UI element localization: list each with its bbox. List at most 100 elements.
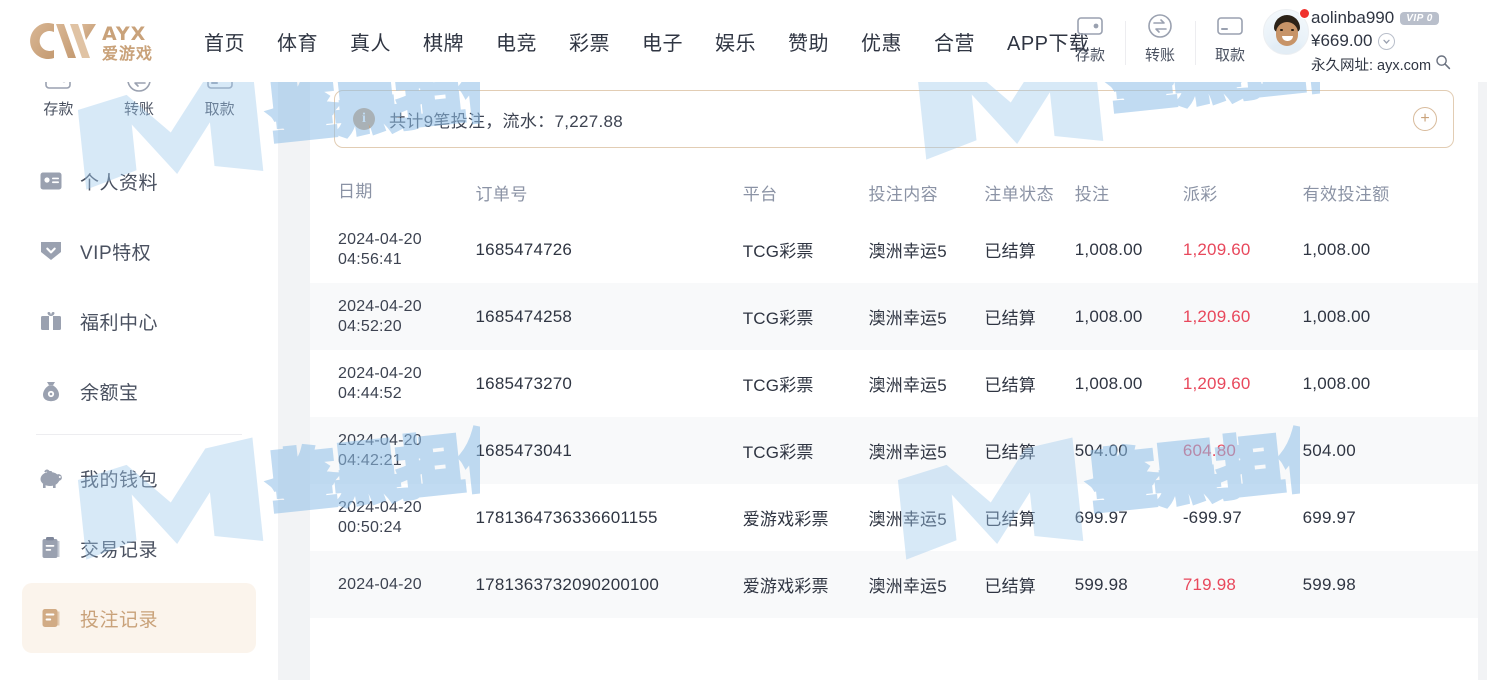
balance-value: ¥669.00 bbox=[1311, 31, 1373, 50]
header-deposit-label: 存款 bbox=[1074, 47, 1105, 64]
sidebar-item-transactions[interactable]: 交易记录 bbox=[22, 513, 256, 583]
sidebar-withdraw-label: 取款 bbox=[204, 101, 235, 118]
sidebar-item-yuebao[interactable]: 余额宝 bbox=[22, 356, 256, 426]
header-withdraw-label: 取款 bbox=[1214, 47, 1245, 64]
nav-item-8[interactable]: 赞助 bbox=[788, 32, 829, 55]
sidebar-item-wallet[interactable]: 我的钱包 bbox=[22, 443, 256, 513]
cell-order: 1685473270 bbox=[475, 373, 573, 393]
cell-valid: 504.00 bbox=[1302, 440, 1356, 460]
sidebar-item-benefits[interactable]: 福利中心 bbox=[22, 286, 256, 356]
sidebar-item-vip[interactable]: VIP特权 bbox=[22, 216, 256, 286]
sidebar-item-wallet-label: 我的钱包 bbox=[80, 469, 159, 491]
cell-date-day: 2024-04-20 bbox=[338, 498, 422, 516]
cell-bet: 504.00 bbox=[1074, 440, 1128, 460]
cell-status: 已结算 bbox=[984, 443, 1036, 462]
nav-item-11[interactable]: APP下载 bbox=[1007, 32, 1090, 55]
sidebar-item-profile[interactable]: 个人资料 bbox=[22, 146, 256, 216]
summary-notice: i 共计9笔投注，流水：7,227.88 + bbox=[334, 90, 1454, 148]
vip-shield-icon bbox=[36, 241, 66, 261]
column-header-platform: 平台 bbox=[742, 184, 778, 204]
sidebar-item-bet-records[interactable]: 投注记录 bbox=[22, 583, 256, 653]
header-deposit-button[interactable]: 存款 bbox=[1055, 13, 1125, 65]
column-header-valid: 有效投注额 bbox=[1302, 184, 1390, 204]
content-card: i 共计9笔投注，流水：7,227.88 + 日期 订单号 平台 投注内容 注单… bbox=[310, 66, 1478, 680]
header-transfer-button[interactable]: 转账 bbox=[1125, 13, 1195, 65]
table-row[interactable]: 2024-04-20 04:42:21 1685473041 TCG彩票 澳洲幸… bbox=[310, 417, 1478, 484]
username: aolinba990 bbox=[1311, 8, 1395, 27]
column-header-bet: 投注 bbox=[1074, 184, 1110, 204]
sidebar-item-benefits-label: 福利中心 bbox=[80, 312, 159, 334]
column-header-date: 日期 bbox=[338, 182, 373, 202]
nav-item-5[interactable]: 彩票 bbox=[569, 32, 610, 55]
nav-item-3[interactable]: 棋牌 bbox=[423, 32, 464, 55]
cell-content: 澳洲幸运5 bbox=[868, 510, 947, 529]
header-withdraw-button[interactable]: 取款 bbox=[1195, 13, 1265, 65]
table-row[interactable]: 2024-04-20 1781363732090200100 爱游戏彩票 澳洲幸… bbox=[310, 551, 1478, 618]
table-row[interactable]: 2024-04-20 04:56:41 1685474726 TCG彩票 澳洲幸… bbox=[310, 216, 1478, 283]
card-icon bbox=[1215, 13, 1245, 39]
nav-item-10[interactable]: 合营 bbox=[934, 32, 975, 55]
main-nav: 首页 体育 真人 棋牌 电竞 彩票 电子 娱乐 赞助 优惠 合营 APP下载 bbox=[204, 27, 1106, 56]
table-row[interactable]: 2024-04-20 00:50:24 1781364736336601155 … bbox=[310, 484, 1478, 551]
sidebar-item-yuebao-label: 余额宝 bbox=[80, 382, 139, 404]
sidebar-item-bet-records-label: 投注记录 bbox=[80, 609, 159, 631]
cell-status: 已结算 bbox=[984, 309, 1036, 328]
cell-status: 已结算 bbox=[984, 242, 1036, 261]
nav-item-4[interactable]: 电竞 bbox=[496, 32, 537, 55]
cell-valid: 1,008.00 bbox=[1302, 239, 1371, 259]
sidebar-transfer-label: 转账 bbox=[124, 101, 155, 118]
cell-date: 2024-04-20 04:42:21 bbox=[338, 431, 476, 471]
cell-platform: TCG彩票 bbox=[742, 242, 814, 261]
cell-date-day: 2024-04-20 bbox=[338, 230, 422, 248]
avatar-image bbox=[1263, 9, 1309, 55]
nav-item-7[interactable]: 娱乐 bbox=[715, 32, 756, 55]
cell-date: 2024-04-20 04:44:52 bbox=[338, 364, 476, 404]
bet-record-icon bbox=[36, 607, 66, 629]
avatar[interactable] bbox=[1263, 8, 1310, 55]
page-body: 存款 转账 取款 bbox=[0, 42, 1487, 680]
cell-order: 1685474258 bbox=[475, 306, 573, 326]
cell-date-day: 2024-04-20 bbox=[338, 575, 422, 593]
svg-text:AYX: AYX bbox=[102, 23, 146, 45]
nav-item-0[interactable]: 首页 bbox=[204, 32, 245, 55]
nav-item-2[interactable]: 真人 bbox=[350, 32, 391, 55]
cell-platform: TCG彩票 bbox=[742, 309, 814, 328]
nav-item-9[interactable]: 优惠 bbox=[861, 32, 902, 55]
cell-content: 澳洲幸运5 bbox=[868, 309, 947, 328]
transfer-icon bbox=[1145, 13, 1175, 39]
cell-content: 澳洲幸运5 bbox=[868, 443, 947, 462]
chevron-down-icon[interactable] bbox=[1378, 32, 1396, 50]
cell-valid: 599.98 bbox=[1302, 574, 1356, 594]
cell-order: 1781363732090200100 bbox=[475, 574, 659, 594]
site-logo[interactable]: AYX 爱游戏 bbox=[16, 15, 166, 67]
cell-platform: TCG彩票 bbox=[742, 443, 814, 462]
cell-date-time: 00:50:24 bbox=[338, 518, 402, 536]
summary-notice-text: 共计9笔投注，流水：7,227.88 bbox=[389, 111, 624, 131]
cell-order: 1781364736336601155 bbox=[475, 507, 658, 527]
search-icon[interactable] bbox=[1435, 54, 1451, 75]
sidebar-divider bbox=[36, 434, 242, 435]
cell-content: 澳洲幸运5 bbox=[868, 242, 947, 261]
table-row[interactable]: 2024-04-20 04:52:20 1685474258 TCG彩票 澳洲幸… bbox=[310, 283, 1478, 350]
cell-bet: 1,008.00 bbox=[1074, 306, 1143, 326]
ayx-logo-icon: AYX 爱游戏 bbox=[30, 23, 152, 63]
cell-bet: 1,008.00 bbox=[1074, 373, 1143, 393]
cell-platform: TCG彩票 bbox=[742, 376, 814, 395]
cell-bet: 1,008.00 bbox=[1074, 239, 1143, 259]
cell-payout: -699.97 bbox=[1182, 507, 1242, 527]
sidebar-item-transactions-label: 交易记录 bbox=[80, 539, 159, 561]
piggy-bank-icon bbox=[36, 468, 66, 488]
nav-item-6[interactable]: 电子 bbox=[642, 32, 683, 55]
bet-records-table: 日期 订单号 平台 投注内容 注单状态 投注 派彩 有效投注额 2024-04-… bbox=[310, 168, 1478, 618]
cell-status: 已结算 bbox=[984, 376, 1036, 395]
user-info: aolinba990 VIP 0 ¥669.00 永久网址: ayx.com bbox=[1311, 8, 1479, 75]
permanent-site-label: 永久网址: ayx.com bbox=[1311, 58, 1432, 74]
table-row[interactable]: 2024-04-20 04:44:52 1685473270 TCG彩票 澳洲幸… bbox=[310, 350, 1478, 417]
cell-order: 1685474726 bbox=[475, 239, 573, 259]
plus-icon[interactable]: + bbox=[1413, 107, 1437, 131]
cell-payout: 719.98 bbox=[1182, 574, 1237, 594]
nav-item-1[interactable]: 体育 bbox=[277, 32, 318, 55]
cell-date: 2024-04-20 bbox=[338, 575, 476, 595]
cell-date-day: 2024-04-20 bbox=[338, 431, 422, 449]
